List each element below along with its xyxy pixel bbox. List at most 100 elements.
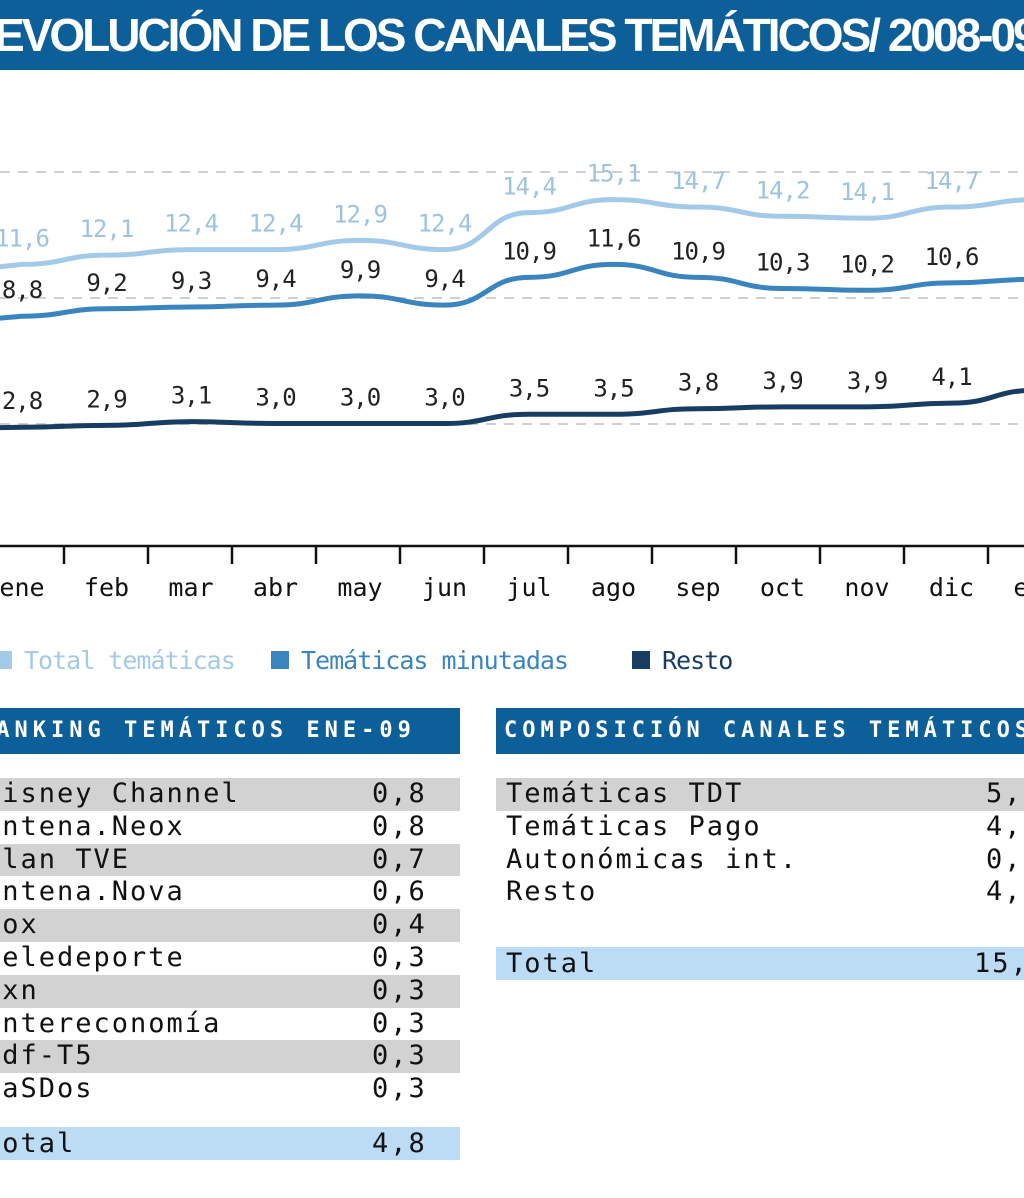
data-label: 12,4: [164, 210, 218, 238]
data-label: 10,3: [756, 248, 810, 276]
ranking-name: LaSDos: [0, 1073, 94, 1105]
ranking-name: Clan TVE: [0, 843, 131, 875]
data-label: 11,6: [587, 224, 641, 252]
composicion-name: Temáticas Pago: [506, 810, 762, 842]
data-label: 3,0: [340, 384, 380, 412]
ranking-value: 0,4: [372, 909, 427, 941]
composicion-name: Autonómicas int.: [506, 843, 799, 875]
legend-label-resto: Resto: [662, 645, 733, 675]
x-tick-label: nov: [844, 573, 889, 602]
x-tick-label: ago: [591, 573, 636, 602]
ranking-panel: RANKING TEMÁTICOS ENE-09 Disney Channel 0…: [0, 708, 460, 1160]
data-label: 4,1: [931, 363, 971, 391]
data-label: 14,2: [756, 176, 810, 204]
ranking-value: 0,7: [372, 843, 427, 875]
data-label: 3,5: [509, 374, 549, 402]
table-row: Intereconomía 0,3: [0, 1008, 460, 1041]
ranking-value: 0,8: [372, 810, 427, 842]
legend-label-minutadas: Temáticas minutadas: [301, 645, 569, 675]
line-chart: 11,6 12,1 12,4 12,4 12,9 12,4 14,4 15,1 14,7 14,2…: [0, 160, 1024, 602]
data-label: 10,9: [671, 237, 725, 265]
data-label: 14,4: [502, 173, 556, 201]
table-row: Teledeporte 0,3: [0, 942, 460, 975]
legend-swatch-total: [0, 651, 12, 669]
data-label: 8,8: [2, 276, 42, 304]
legend-item-minutadas: Temáticas minutadas: [271, 640, 569, 680]
data-label: 15,1: [587, 160, 641, 188]
data-label: 3,1: [171, 382, 211, 410]
table-row: Temáticas Pago 4,9: [496, 811, 1024, 844]
title-bar: EVOLUCIÓN DE LOS CANALES TEMÁTICOS/ 2008…: [0, 0, 1024, 70]
data-label: 3,5: [593, 374, 633, 402]
chart-legend: Total temáticas Temáticas minutadas Rest…: [0, 640, 1024, 680]
legend-label-total: Total temáticas: [24, 645, 236, 675]
ranking-name: Antena.Nova: [0, 876, 185, 908]
x-tick-label: feb: [84, 573, 129, 602]
table-row: Temáticas TDT 5,3: [496, 778, 1024, 811]
ranking-header: RANKING TEMÁTICOS ENE-09: [0, 708, 460, 754]
x-tick-label: sep: [675, 573, 720, 602]
ranking-value: 0,3: [372, 1040, 427, 1072]
data-label: 3,0: [424, 384, 464, 412]
composicion-name: Temáticas TDT: [506, 778, 744, 809]
ranking-value: 0,3: [372, 1073, 427, 1105]
ranking-total-row: Total 4,8: [0, 1126, 460, 1160]
composicion-panel: COMPOSICIÓN CANALES TEMÁTICOS Temáticas …: [496, 708, 1024, 981]
x-tick-label: may: [337, 573, 382, 602]
data-label: 12,9: [333, 200, 387, 228]
data-label: 9,9: [340, 256, 380, 284]
data-label: 9,4: [424, 265, 465, 293]
data-label: 2,9: [86, 385, 126, 413]
data-label: 14,7: [925, 167, 979, 195]
data-label: 10,9: [502, 237, 556, 265]
composicion-total-row: Total 15,1: [496, 947, 1024, 981]
data-label: 12,1: [80, 215, 134, 243]
table-row: Disney Channel 0,8: [0, 778, 460, 811]
composicion-value: 5,3: [986, 778, 1024, 809]
data-label: 14,7: [671, 167, 725, 195]
composicion-header: COMPOSICIÓN CANALES TEMÁTICOS: [496, 708, 1024, 754]
data-label: 3,0: [255, 384, 295, 412]
ranking-total-value: 4,8: [372, 1127, 427, 1159]
ranking-table: Disney Channel 0,8 Antena.Neox 0,8 Clan TV…: [0, 778, 460, 1106]
data-label: 11,6: [0, 224, 49, 252]
composicion-name: Resto: [506, 876, 598, 908]
legend-swatch-resto: [632, 651, 650, 669]
data-label: 2,8: [2, 387, 42, 415]
chart-title: EVOLUCIÓN DE LOS CANALES TEMÁTICOS/ 2008…: [0, 9, 1024, 61]
data-label: 9,3: [171, 267, 211, 295]
data-label: 10,2: [840, 250, 894, 278]
composicion-table: Temáticas TDT 5,3 Temáticas Pago 4,9 Auton…: [496, 778, 1024, 909]
series-line-0: [0, 197, 1024, 270]
x-tick-label: jul: [506, 573, 551, 602]
data-label: 3,8: [678, 369, 718, 397]
table-row: Vdf-T5 0,3: [0, 1040, 460, 1074]
composicion-value: 0,7: [986, 843, 1024, 875]
ranking-total-label: Total: [0, 1127, 76, 1159]
ranking-name: Disney Channel: [0, 778, 240, 809]
table-row: LaSDos 0,3: [0, 1073, 460, 1106]
ranking-value: 0,6: [372, 876, 427, 908]
composicion-value: 4,9: [986, 810, 1024, 842]
composicion-total-value: 15,1: [974, 948, 1024, 980]
table-row: Resto 4,2: [496, 876, 1024, 909]
ranking-name: Intereconomía: [0, 1007, 222, 1039]
ranking-value: 0,3: [372, 1007, 427, 1039]
ranking-name: Vdf-T5: [0, 1040, 94, 1072]
ranking-value: 0,8: [372, 778, 427, 809]
table-row: Antena.Neox 0,8: [0, 811, 460, 844]
table-row: Axn 0,3: [0, 974, 460, 1008]
data-label: 12,4: [249, 210, 303, 238]
x-tick-label: abr: [253, 573, 298, 602]
x-tick-label: ene: [1013, 573, 1024, 602]
x-tick-label: jun: [422, 573, 467, 602]
ranking-name: Axn: [0, 974, 39, 1006]
x-tick-label: oct: [760, 573, 805, 602]
table-row: Clan TVE 0,7: [0, 843, 460, 877]
composicion-total-label: Total: [506, 948, 598, 980]
x-tick-label: ene: [0, 573, 45, 602]
legend-swatch-minutadas: [271, 651, 289, 669]
ranking-name: Antena.Neox: [0, 810, 185, 842]
x-tick-label: mar: [168, 573, 213, 602]
data-label: 3,9: [762, 367, 802, 395]
